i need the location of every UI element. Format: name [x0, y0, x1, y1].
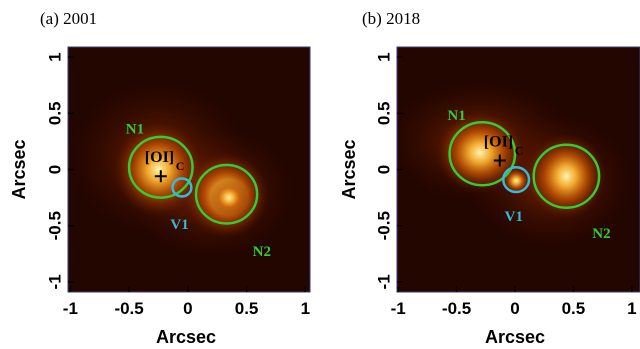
center-subscript: C — [515, 144, 524, 158]
x-axis-label: Arcsec — [485, 327, 545, 347]
emission — [210, 179, 248, 216]
emission — [502, 167, 531, 195]
x-axis-label: Arcsec — [156, 327, 216, 347]
x-tick-label: 0.5 — [235, 299, 259, 318]
y-tick-label: 1 — [45, 52, 64, 61]
y-tick-label: -1 — [45, 274, 64, 289]
center-cross — [493, 154, 506, 167]
y-tick-label: 0.5 — [374, 101, 393, 125]
image — [68, 47, 310, 292]
emission — [526, 133, 607, 219]
x-tick-label: -1 — [391, 299, 406, 318]
x-tick-label: -0.5 — [442, 299, 471, 318]
region-label: N2 — [253, 244, 271, 260]
y-axis-label: Arcsec — [9, 139, 29, 199]
region-label: N2 — [592, 226, 610, 242]
center-label: [OI] — [484, 134, 513, 151]
y-tick-label: 1 — [374, 52, 393, 61]
x-tick-label: 0 — [183, 299, 192, 318]
panel-title: (b) 2018 — [362, 9, 420, 28]
x-tick-label: 0 — [510, 299, 519, 318]
region-circle — [448, 121, 517, 187]
y-tick-label: -1 — [374, 274, 393, 289]
y-tick-label: -0.5 — [45, 211, 64, 240]
x-tick-label: -1 — [63, 299, 78, 318]
center-cross — [154, 170, 167, 183]
region-label: N1 — [126, 122, 144, 138]
center-subscript: C — [176, 159, 185, 173]
region-circle — [194, 163, 259, 225]
y-tick-label: 0.5 — [45, 101, 64, 125]
image — [397, 47, 640, 292]
region-circle — [532, 143, 601, 209]
x-tick-label: -0.5 — [114, 299, 143, 318]
center-label: [OI] — [145, 149, 174, 166]
y-tick-label: -0.5 — [374, 211, 393, 240]
region-label: V1 — [170, 217, 188, 233]
region-circle — [502, 166, 531, 194]
region-label: V1 — [505, 209, 523, 225]
x-tick-label: 0.5 — [562, 299, 586, 318]
region-circle — [127, 135, 194, 199]
region-label: N1 — [447, 108, 465, 124]
region-circle — [171, 177, 193, 198]
x-tick-label: 1 — [301, 299, 310, 318]
y-tick-label: 0 — [374, 165, 393, 174]
y-tick-label: 0 — [45, 165, 64, 174]
emission — [113, 122, 204, 217]
x-tick-label: 1 — [627, 299, 636, 318]
panel-title: (a) 2001 — [40, 9, 97, 28]
y-axis-label: Arcsec — [339, 139, 359, 199]
